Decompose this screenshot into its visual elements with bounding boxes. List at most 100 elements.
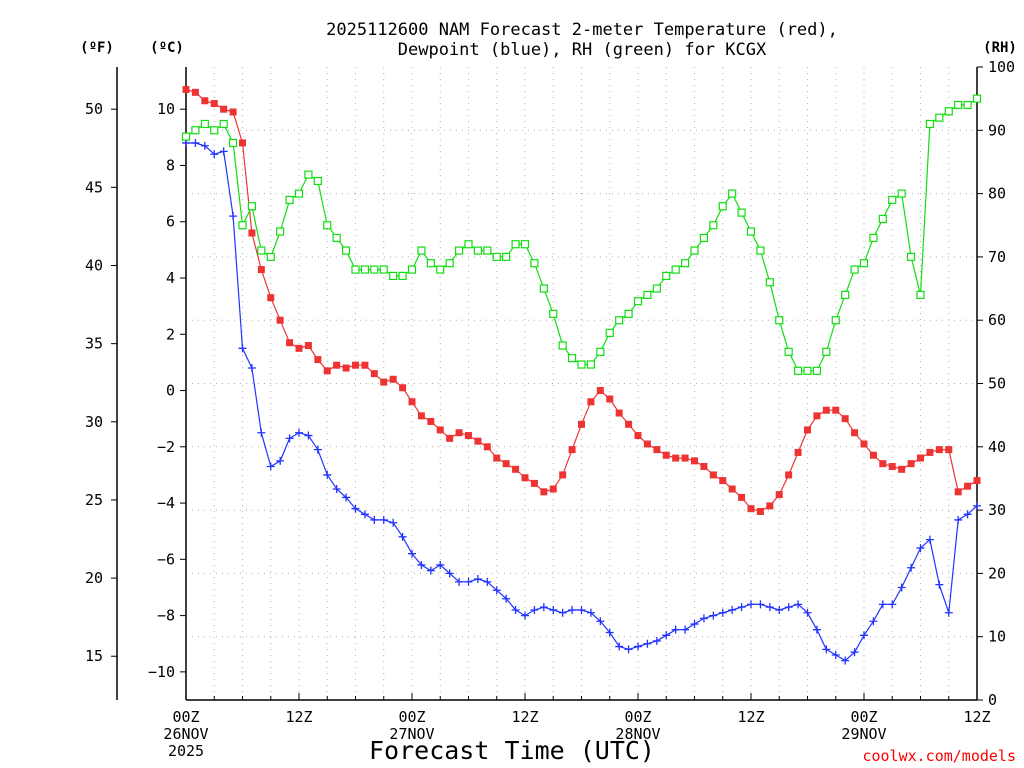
fahrenheit-tick-label: 20 [85, 569, 103, 587]
rh-point [379, 265, 388, 274]
celsius-tick-label: −8 [157, 607, 175, 625]
temperature-point [926, 448, 934, 456]
rh-point [454, 246, 464, 255]
rh-point [483, 246, 492, 255]
rh-axis-ticks: 0 10 20 30 40 50 60 70 80 90 100 [977, 58, 1015, 709]
dewpoint-series [182, 138, 981, 665]
time-tick-label: 12Z [963, 708, 990, 726]
temperature-point [869, 451, 877, 459]
rh-point [407, 265, 417, 274]
temperature-point [333, 361, 341, 369]
rh-point [398, 271, 407, 280]
rh-point [445, 259, 454, 268]
rh-tick-label: 60 [988, 311, 1006, 329]
dewpoint-point [652, 636, 661, 645]
temperature-point [267, 294, 275, 302]
dewpoint-point [276, 456, 285, 465]
dewpoint-point [332, 485, 341, 493]
dewpoint-point [455, 577, 464, 586]
temperature-point [257, 266, 265, 274]
rh-point [549, 309, 558, 318]
dewpoint-point [200, 141, 209, 150]
dewpoint-point [643, 639, 652, 648]
temperature-point [917, 454, 924, 462]
rh-point [671, 265, 680, 274]
rh-point [436, 265, 445, 274]
dewpoint-point [605, 628, 614, 637]
temperature-line [185, 88, 978, 513]
rh-point [257, 246, 266, 255]
temperature-point [672, 454, 680, 462]
rh-tick-label: 20 [988, 564, 1006, 582]
rh-point [765, 278, 774, 287]
dewpoint-point [473, 575, 482, 584]
rh-point [351, 265, 360, 274]
rh-tick-label: 100 [988, 58, 1015, 76]
temperature-point [361, 361, 369, 369]
rh-point [464, 240, 473, 249]
dewpoint-point [747, 600, 755, 609]
celsius-tick-label: −2 [157, 438, 175, 456]
rh-point [323, 221, 332, 230]
celsius-tick-label: −4 [157, 494, 175, 512]
dewpoint-point [869, 617, 878, 626]
dewpoint-point [191, 138, 200, 147]
dewpoint-point [257, 428, 266, 437]
celsius-tick-label: 10 [157, 100, 175, 118]
rh-tick-label: 30 [988, 501, 1006, 519]
dewpoint-point [304, 431, 313, 440]
rh-point [746, 227, 756, 236]
rh-point [276, 227, 285, 236]
dewpoint-point [539, 603, 548, 612]
celsius-tick-label: 2 [166, 325, 175, 343]
rh-point [520, 240, 530, 249]
rh-point [558, 341, 567, 350]
rh-point [567, 354, 577, 363]
rh-point [417, 246, 426, 255]
rh-point [191, 126, 200, 135]
celsius-tick-label: 0 [166, 382, 175, 400]
temperature-point [304, 342, 312, 350]
rh-tick-label: 40 [988, 438, 1006, 456]
dewpoint-point [963, 510, 972, 519]
temperature-point [813, 412, 821, 420]
dewpoint-point [794, 600, 803, 609]
rh-point [586, 360, 596, 369]
temperature-point [465, 432, 472, 440]
dewpoint-point [530, 605, 539, 614]
dewpoint-point [408, 549, 416, 558]
dewpoint-point [521, 611, 529, 620]
dewpoint-point [445, 569, 454, 578]
dewpoint-point [483, 577, 492, 586]
temperature-point [417, 412, 425, 420]
temperature-point [286, 339, 294, 347]
rh-point [850, 265, 859, 274]
rh-point [502, 252, 511, 261]
time-tick-label: 00Z [398, 708, 425, 726]
temperature-point [860, 440, 868, 448]
rh-point [859, 259, 869, 268]
rh-point [596, 347, 605, 356]
fahrenheit-unit-label: (ºF) [80, 40, 114, 56]
dewpoint-point [699, 614, 708, 623]
temperature-point [201, 97, 209, 105]
dewpoint-point [841, 656, 850, 665]
rh-unit-label: (RH) [983, 40, 1017, 56]
dewpoint-point [285, 434, 294, 443]
rh-point [539, 284, 548, 293]
temperature-point [502, 460, 510, 468]
temperature-point [681, 454, 689, 462]
dewpoint-point [888, 600, 897, 609]
rh-point [680, 259, 690, 268]
dewpoint-point [549, 605, 558, 614]
rh-point [972, 94, 982, 103]
temperature-point [954, 488, 962, 496]
temperature-point [578, 420, 585, 428]
temperature-point [191, 88, 199, 96]
dewpoint-point [238, 344, 247, 353]
rh-tick-label: 80 [988, 185, 1006, 203]
time-tick-label: 12Z [737, 708, 764, 726]
rh-point [285, 195, 294, 205]
rh-point [822, 347, 831, 356]
